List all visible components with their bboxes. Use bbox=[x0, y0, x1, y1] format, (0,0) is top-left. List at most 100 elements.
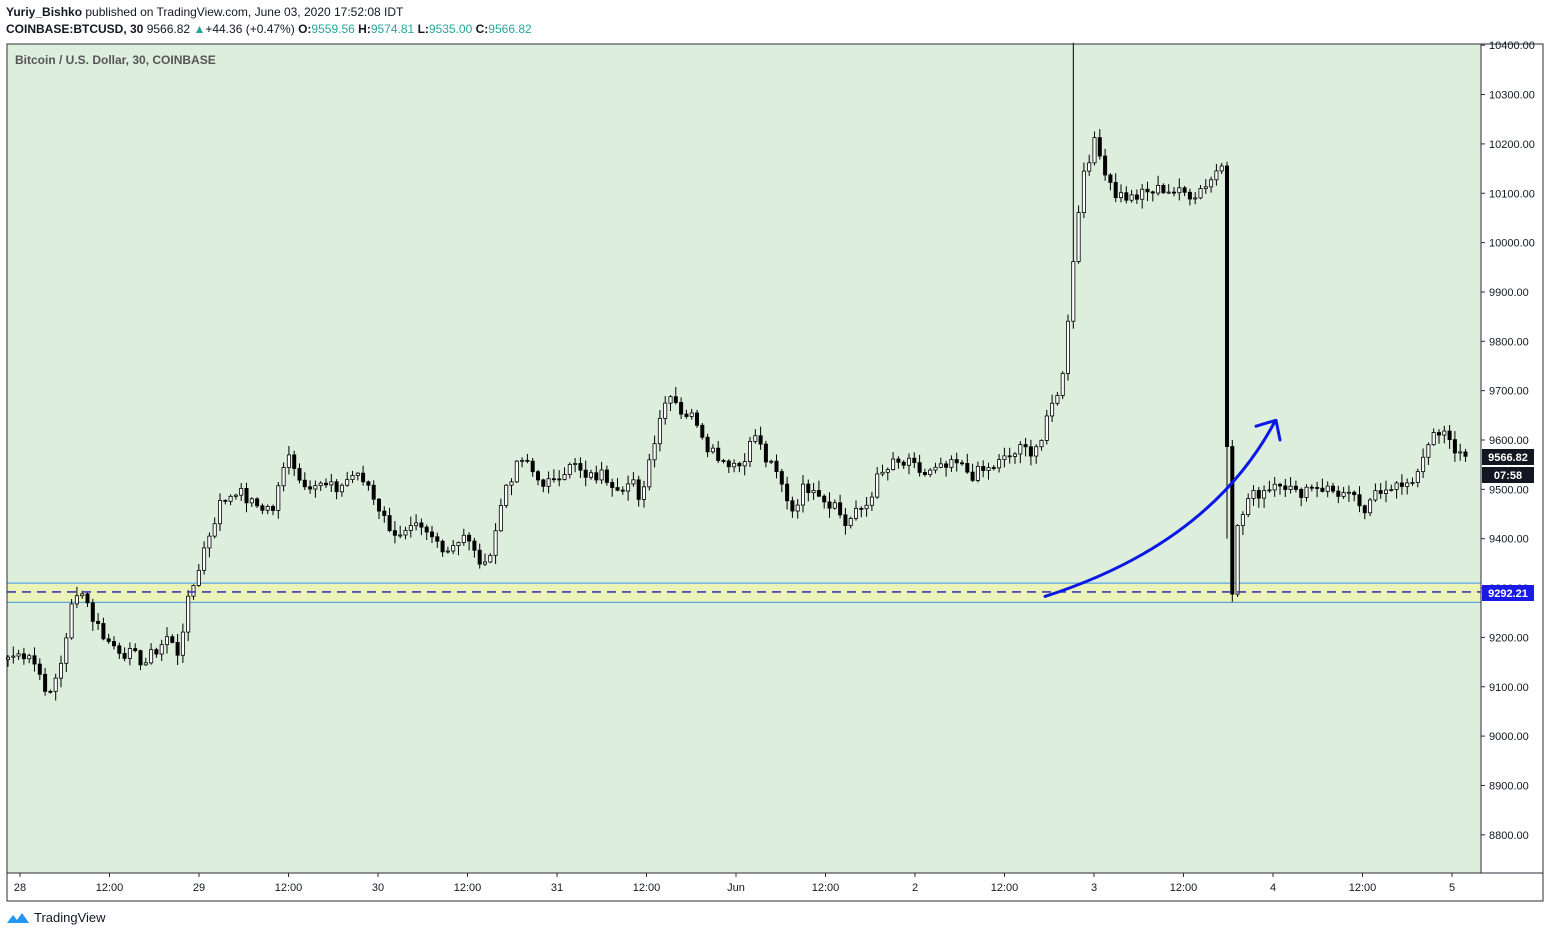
price-axis[interactable]: 10400.00 10300.00 10200.00 10100.00 10000.00… bbox=[1481, 40, 1535, 842]
y-tick-label: 9200.00 bbox=[1489, 632, 1529, 644]
candle-body bbox=[642, 486, 647, 500]
candle-body bbox=[843, 514, 848, 526]
candle-body bbox=[143, 662, 148, 666]
candle-body bbox=[1108, 174, 1113, 183]
candle-body bbox=[726, 460, 731, 468]
symbol-label[interactable]: COINBASE:BTCUSD, 30 bbox=[6, 22, 144, 36]
candle-body bbox=[1235, 525, 1240, 595]
candle-body bbox=[1134, 194, 1139, 200]
candle-body bbox=[1076, 212, 1081, 262]
candle-body bbox=[1018, 444, 1023, 455]
candle-body bbox=[684, 413, 689, 417]
candle-body bbox=[583, 469, 588, 478]
candle-body bbox=[700, 424, 705, 438]
candle-body bbox=[546, 478, 551, 487]
candle-body bbox=[286, 454, 291, 468]
candle-body bbox=[392, 530, 397, 536]
candle-body bbox=[737, 462, 742, 467]
candle-body bbox=[6, 656, 11, 661]
candle-body bbox=[1050, 402, 1055, 417]
candle-body bbox=[493, 530, 498, 556]
candle-body bbox=[1431, 432, 1436, 446]
candle-body bbox=[1198, 188, 1203, 199]
x-tick-label: 31 bbox=[551, 882, 563, 894]
candlestick-series bbox=[6, 42, 1468, 701]
time-axis[interactable]: 28 12:00 29 12:00 30 12:00 31 12:00 Jun 12:00 2 12:… bbox=[14, 873, 1455, 894]
candle-body bbox=[21, 653, 26, 660]
candle-body bbox=[1293, 485, 1298, 490]
last-price: 9566.82 bbox=[146, 22, 191, 36]
candle-body bbox=[1325, 485, 1330, 492]
candle-body bbox=[1458, 451, 1463, 454]
candle-body bbox=[1415, 471, 1420, 483]
author-name[interactable]: Yuriy_Bishko bbox=[6, 5, 83, 19]
candle-body bbox=[891, 458, 896, 471]
candle-body bbox=[748, 440, 753, 462]
candle-body bbox=[811, 489, 816, 494]
candle-body bbox=[912, 457, 917, 464]
candle-body bbox=[1166, 191, 1171, 194]
candle-body bbox=[673, 396, 678, 403]
candle-body bbox=[318, 482, 323, 487]
candle-body bbox=[1262, 490, 1267, 499]
candle-body bbox=[80, 593, 85, 597]
candle-body bbox=[202, 547, 207, 571]
candle-body bbox=[270, 506, 275, 511]
candle-body bbox=[917, 462, 922, 473]
candle-body bbox=[1410, 482, 1415, 484]
footer-brand[interactable]: TradingView bbox=[6, 910, 106, 925]
plot-area[interactable] bbox=[7, 44, 1481, 873]
candle-body bbox=[302, 479, 307, 488]
candle-body bbox=[822, 495, 827, 503]
candle-body bbox=[1209, 179, 1214, 188]
chart-title: Bitcoin / U.S. Dollar, 30, COINBASE bbox=[15, 53, 216, 67]
candle-body bbox=[1060, 373, 1065, 396]
candle-body bbox=[191, 585, 196, 597]
y-tick-label: 9700.00 bbox=[1489, 386, 1529, 398]
candle-body bbox=[175, 642, 180, 656]
candle-body bbox=[774, 460, 779, 472]
candle-body bbox=[885, 469, 890, 473]
candle-body bbox=[1113, 182, 1118, 199]
y-tick-label: 9100.00 bbox=[1489, 682, 1529, 694]
candle-body bbox=[960, 462, 965, 465]
y-tick-label: 10000.00 bbox=[1489, 238, 1535, 250]
candle-body bbox=[1092, 137, 1097, 164]
y-tick-label: 8900.00 bbox=[1489, 780, 1529, 792]
candle-body bbox=[705, 436, 710, 453]
candle-body bbox=[514, 460, 519, 483]
candle-body bbox=[164, 636, 169, 646]
candle-body bbox=[1378, 490, 1383, 494]
candle-body bbox=[1240, 514, 1245, 526]
candle-body bbox=[1214, 170, 1219, 181]
candle-body bbox=[90, 602, 95, 622]
candle-body bbox=[970, 471, 975, 481]
candle-body bbox=[1172, 191, 1177, 194]
candle-body bbox=[48, 690, 53, 693]
high-label: H: bbox=[358, 22, 371, 36]
candle-body bbox=[1341, 492, 1346, 497]
candle-body bbox=[1140, 188, 1145, 200]
y-tick-label: 9900.00 bbox=[1489, 287, 1529, 299]
candle-body bbox=[451, 545, 456, 552]
candle-body bbox=[472, 540, 477, 551]
candle-body bbox=[663, 402, 668, 419]
candle-body bbox=[313, 485, 318, 490]
candle-body bbox=[85, 593, 90, 604]
candle-body bbox=[520, 459, 525, 462]
candle-body bbox=[1304, 486, 1309, 498]
candle-body bbox=[504, 484, 509, 506]
x-tick-label: 12:00 bbox=[1349, 882, 1377, 894]
candle-body bbox=[1087, 162, 1092, 172]
candle-body bbox=[1389, 489, 1394, 491]
candle-body bbox=[154, 649, 159, 655]
candle-body bbox=[710, 447, 715, 453]
candle-body bbox=[159, 644, 164, 655]
candle-body bbox=[742, 461, 747, 467]
candle-body bbox=[1394, 482, 1399, 490]
candle-body bbox=[350, 474, 355, 480]
candle-body bbox=[334, 481, 339, 493]
candle-body bbox=[763, 443, 768, 463]
candle-body bbox=[1283, 485, 1288, 490]
